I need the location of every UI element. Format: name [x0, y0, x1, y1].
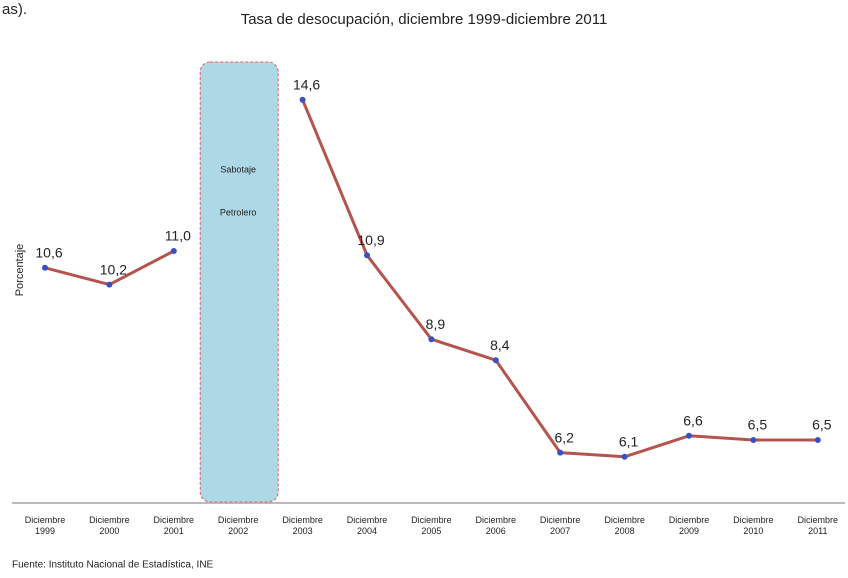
y-axis-label: Porcentaje — [14, 244, 26, 297]
data-label: 6,2 — [554, 429, 574, 445]
x-tick-label: Diciembre 2007 — [539, 515, 581, 536]
data-label: 6,1 — [619, 434, 639, 450]
x-tick-label: Diciembre 2004 — [346, 515, 388, 536]
x-tick-label: Diciembre 1999 — [24, 515, 66, 536]
x-tick-label: Diciembre 2002 — [217, 515, 259, 536]
x-tick-label: Diciembre 2011 — [797, 515, 839, 536]
marker — [170, 248, 177, 254]
x-tick-label: Diciembre 2010 — [733, 515, 774, 536]
data-label: 6,5 — [748, 417, 768, 433]
x-tick-label: Diciembre 2009 — [668, 515, 710, 536]
x-tick-label: Diciembre 2001 — [153, 515, 195, 536]
data-label: 6,6 — [683, 413, 703, 429]
data-label: 6,5 — [812, 417, 832, 433]
line — [301, 99, 818, 459]
data-label: 14,6 — [293, 77, 320, 93]
chart-title: Tasa de desocupación, diciembre 1999-dic… — [241, 11, 608, 28]
data-label: 8,9 — [426, 316, 446, 332]
marker — [621, 453, 628, 460]
marker — [814, 437, 821, 443]
marker — [428, 336, 435, 343]
annotation-text: Sabotaje — [220, 164, 256, 174]
marker — [750, 437, 757, 443]
x-tick-label: Diciembre 2005 — [411, 515, 452, 536]
data-label: 11,0 — [165, 228, 191, 244]
data-label: 10,9 — [357, 232, 384, 248]
marker — [557, 449, 564, 456]
marker — [299, 96, 306, 103]
marker — [364, 252, 370, 259]
data-label: 10,6 — [35, 245, 62, 261]
x-tick-label: Diciembre 2000 — [89, 515, 130, 536]
x-tick-label: Diciembre 2003 — [282, 515, 323, 536]
x-tick-label: Diciembre 2008 — [604, 515, 645, 536]
marker — [686, 432, 692, 439]
source: Fuente: Instituto Nacional de Estadístic… — [12, 560, 214, 571]
marker — [492, 357, 499, 364]
fragment: as). — [2, 1, 27, 18]
marker — [42, 264, 48, 271]
data-label: 8,4 — [490, 337, 510, 353]
annotation-band — [199, 61, 279, 503]
marker — [106, 281, 113, 288]
x-tick-label: Diciembre 2006 — [475, 515, 517, 536]
annotation-text: Petrolero — [220, 207, 257, 217]
data-label: 10,2 — [100, 261, 127, 277]
